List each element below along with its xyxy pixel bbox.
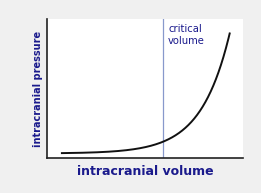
Text: critical
volume: critical volume xyxy=(168,25,205,46)
Y-axis label: intracranial pressure: intracranial pressure xyxy=(33,31,43,147)
X-axis label: intracranial volume: intracranial volume xyxy=(76,165,213,178)
